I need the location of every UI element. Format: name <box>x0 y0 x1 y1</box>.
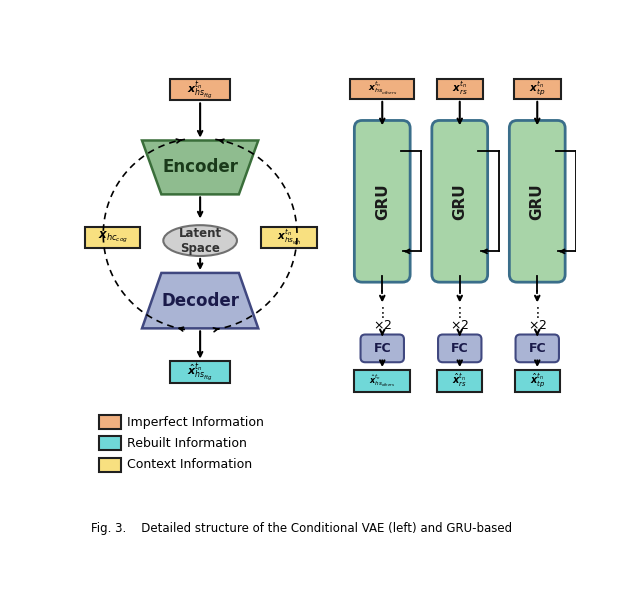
FancyBboxPatch shape <box>360 335 404 362</box>
Text: $\hat{\boldsymbol{x}}^{t_n}_{tp}$: $\hat{\boldsymbol{x}}^{t_n}_{tp}$ <box>529 371 545 390</box>
FancyBboxPatch shape <box>355 121 410 282</box>
FancyBboxPatch shape <box>84 227 140 248</box>
Text: GRU: GRU <box>452 183 467 219</box>
Ellipse shape <box>163 225 237 256</box>
Text: $\boldsymbol{x}^{t_n}_{hs_{others}}$: $\boldsymbol{x}^{t_n}_{hs_{others}}$ <box>367 81 397 98</box>
Text: FC: FC <box>451 342 468 355</box>
Polygon shape <box>142 141 259 195</box>
Text: Rebuilt Information: Rebuilt Information <box>127 436 247 450</box>
FancyBboxPatch shape <box>99 415 121 429</box>
Text: Imperfect Information: Imperfect Information <box>127 416 264 429</box>
Text: $\boldsymbol{x}^{t_n}_{tp}$: $\boldsymbol{x}^{t_n}_{tp}$ <box>529 80 545 98</box>
Text: $\boldsymbol{x}^{t_n}_{rs}$: $\boldsymbol{x}^{t_n}_{rs}$ <box>452 81 468 98</box>
FancyBboxPatch shape <box>514 79 561 99</box>
Text: $\boldsymbol{x}_{hc_{cog}}$: $\boldsymbol{x}_{hc_{cog}}$ <box>97 230 127 245</box>
Text: Fig. 3.    Detailed structure of the Conditional VAE (left) and GRU-based: Fig. 3. Detailed structure of the Condit… <box>91 522 512 535</box>
Text: Encoder: Encoder <box>162 158 238 176</box>
FancyBboxPatch shape <box>516 335 559 362</box>
Polygon shape <box>142 273 259 328</box>
Text: Context Information: Context Information <box>127 458 252 471</box>
Text: FC: FC <box>529 342 546 355</box>
FancyBboxPatch shape <box>509 121 565 282</box>
FancyBboxPatch shape <box>515 370 560 391</box>
Text: $\times 2$: $\times 2$ <box>528 319 547 331</box>
FancyBboxPatch shape <box>355 370 410 391</box>
FancyBboxPatch shape <box>99 436 121 450</box>
FancyBboxPatch shape <box>351 79 414 99</box>
FancyBboxPatch shape <box>436 79 483 99</box>
Text: $\boldsymbol{x}^{t_n}_{hs_{ftg}}$: $\boldsymbol{x}^{t_n}_{hs_{ftg}}$ <box>187 79 213 101</box>
FancyBboxPatch shape <box>99 458 121 471</box>
Text: $\hat{\boldsymbol{x}}^{t_n}_{rs}$: $\hat{\boldsymbol{x}}^{t_n}_{rs}$ <box>452 372 467 389</box>
Text: GRU: GRU <box>530 183 545 219</box>
Text: ⋮: ⋮ <box>453 306 467 320</box>
Text: $\hat{\boldsymbol{x}}^{t_n}_{hs_{ftg}}$: $\hat{\boldsymbol{x}}^{t_n}_{hs_{ftg}}$ <box>187 361 213 383</box>
Text: Decoder: Decoder <box>161 291 239 310</box>
FancyBboxPatch shape <box>437 370 482 391</box>
Text: $\boldsymbol{x}^{t_n}_{hs_{wh}}$: $\boldsymbol{x}^{t_n}_{hs_{wh}}$ <box>277 228 301 247</box>
Text: ⋮: ⋮ <box>531 306 544 320</box>
FancyBboxPatch shape <box>170 79 230 101</box>
FancyBboxPatch shape <box>438 335 481 362</box>
Text: $\hat{\boldsymbol{x}}^{t_n}_{hs_{others}}$: $\hat{\boldsymbol{x}}^{t_n}_{hs_{others}… <box>369 372 396 389</box>
Text: $\times 2$: $\times 2$ <box>372 319 392 331</box>
Text: GRU: GRU <box>375 183 390 219</box>
FancyBboxPatch shape <box>170 361 230 383</box>
Text: ⋮: ⋮ <box>375 306 389 320</box>
Text: FC: FC <box>373 342 391 355</box>
FancyBboxPatch shape <box>432 121 488 282</box>
Text: $\times 2$: $\times 2$ <box>450 319 469 331</box>
Text: Latent
Space: Latent Space <box>179 227 221 255</box>
FancyBboxPatch shape <box>261 227 317 248</box>
